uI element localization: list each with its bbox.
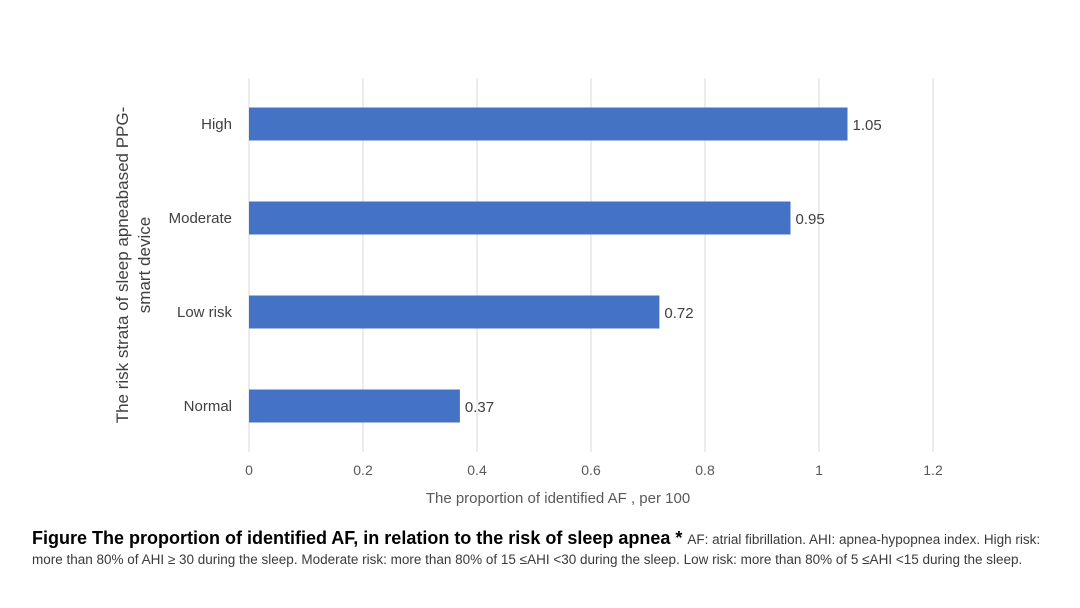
- y-axis-title-line: The risk strata of sleep apneabased PPG-: [113, 107, 132, 424]
- x-axis-title: The proportion of identified AF , per 10…: [426, 490, 690, 507]
- figure-caption: Figure The proportion of identified AF, …: [32, 528, 1044, 570]
- category-label: Low risk: [177, 304, 233, 321]
- x-tick-label: 0.4: [467, 462, 487, 478]
- x-tick-label: 0.8: [695, 462, 715, 478]
- data-label: 0.72: [664, 305, 693, 322]
- y-axis-title-line: smart device: [135, 217, 154, 313]
- caption-marker: *: [670, 528, 688, 548]
- data-label: 1.05: [853, 117, 882, 134]
- bar: [249, 295, 660, 329]
- bar-chart: 0 0.2 0.4 0.6 0.8 1 1.2 High 1.05 Moderate 0.95 Low…: [113, 78, 943, 507]
- caption-note: AF: atrial fibrillation. AHI: apnea-hypo…: [32, 532, 1041, 567]
- x-tick-label: 0.6: [581, 462, 601, 478]
- category-label: High: [201, 116, 232, 133]
- x-tick-label: 0.2: [353, 462, 373, 478]
- x-tick-label: 1.2: [923, 462, 943, 478]
- data-label: 0.37: [465, 399, 494, 416]
- category-label: Moderate: [169, 210, 232, 227]
- caption-title: Figure The proportion of identified AF, …: [32, 528, 671, 548]
- bar: [249, 201, 791, 235]
- bar: [249, 389, 460, 423]
- data-label: 0.95: [796, 211, 825, 228]
- chart-area: 0 0.2 0.4 0.6 0.8 1 1.2 High 1.05 Moderate 0.95 Low…: [113, 78, 943, 507]
- y-axis-title: The risk strata of sleep apneabased PPG-…: [113, 107, 154, 424]
- x-tick-label: 0: [245, 462, 253, 478]
- category-label: Normal: [184, 398, 232, 415]
- bar: [249, 107, 848, 141]
- x-tick-label: 1: [815, 462, 823, 478]
